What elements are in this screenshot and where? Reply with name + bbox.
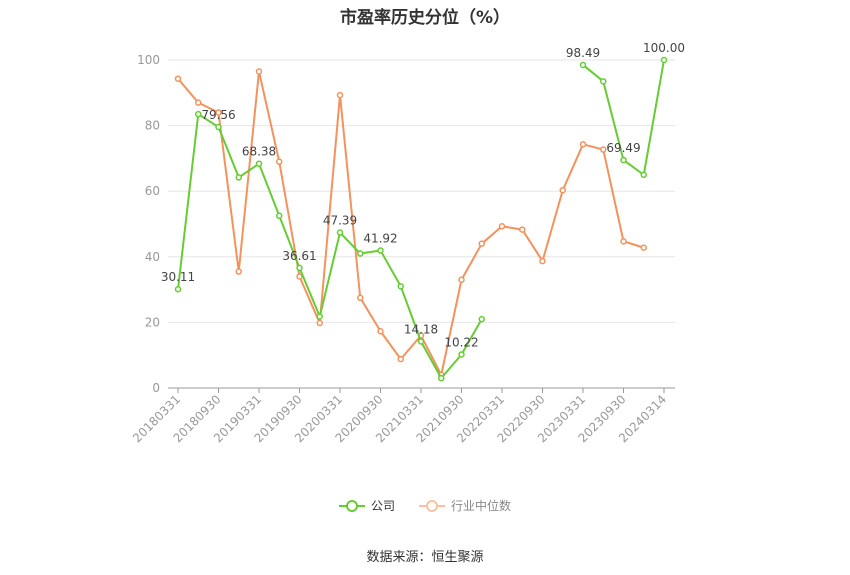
point-industry-median: [336, 91, 344, 99]
legend-item-company[interactable]: 公司: [338, 497, 395, 514]
y-tick-label: 0: [152, 381, 160, 395]
point-industry-median: [397, 355, 404, 363]
point-company: [620, 156, 627, 164]
y-tick-label: 20: [145, 315, 160, 329]
point-industry-median: [195, 99, 202, 106]
point-industry-median: [316, 319, 323, 327]
point-industry-median: [640, 244, 647, 251]
point-industry-median: [458, 276, 465, 284]
data-label-company: 41.92: [363, 232, 397, 246]
y-tick-label: 100: [137, 53, 160, 67]
point-industry-median: [519, 226, 526, 233]
source-note: 数据来源：恒生聚源: [366, 550, 484, 565]
point-company: [417, 338, 425, 345]
y-tick-label: 40: [145, 250, 160, 264]
point-company: [458, 351, 465, 358]
data-label-company: 10.22: [444, 335, 478, 349]
legend-label-company: 公司: [370, 499, 395, 513]
point-company: [397, 283, 404, 290]
data-label-company: 47.39: [323, 214, 357, 228]
point-company: [600, 78, 607, 85]
point-company: [478, 315, 485, 323]
point-company: [215, 123, 222, 131]
point-company: [255, 160, 263, 167]
point-company: [579, 61, 587, 69]
data-label-company: 36.61: [282, 249, 316, 263]
point-industry-median: [539, 257, 546, 265]
y-tick-label: 80: [145, 119, 160, 133]
point-industry-median: [174, 75, 182, 82]
point-industry-median: [276, 158, 283, 165]
point-industry-median: [235, 268, 242, 275]
point-company: [174, 285, 182, 293]
point-company: [336, 229, 344, 236]
point-industry-median: [296, 273, 303, 280]
point-industry-median: [620, 238, 627, 245]
grid-lines: [168, 59, 675, 323]
point-company: [316, 313, 323, 320]
point-company: [660, 56, 668, 64]
legend: 公司 行业中位数: [0, 497, 850, 514]
data-label-company: 98.49: [566, 46, 600, 60]
data-label-company: 68.38: [242, 145, 276, 159]
point-company: [438, 374, 445, 382]
data-label-company: 30.11: [161, 270, 195, 284]
data-label-company: 79.56: [201, 108, 235, 122]
point-company: [357, 250, 364, 257]
point-company: [276, 212, 283, 220]
legend-swatch-industry-median: [419, 499, 445, 513]
point-industry-median: [579, 141, 587, 148]
series-line-industry-median: [177, 70, 645, 376]
point-company: [377, 247, 384, 254]
point-industry-median: [498, 223, 506, 230]
data-label-company: 100.00: [643, 41, 685, 55]
point-company: [296, 264, 303, 272]
point-industry-median: [478, 240, 485, 247]
legend-swatch-company: [338, 499, 365, 513]
point-industry-median: [215, 109, 222, 116]
point-company: [235, 174, 242, 181]
legend-label-industry-median: 行业中位数: [451, 499, 512, 513]
legend-item-industry-median[interactable]: 行业中位数: [419, 497, 511, 514]
data-label-company: 69.49: [606, 141, 640, 155]
data-labels: 30.11 79.56 68.38 36.61 47.39 41.92 14.18 10.22…: [161, 41, 685, 349]
series-line-company: [177, 113, 483, 380]
point-industry-median: [357, 294, 364, 302]
data-label-company: 14.18: [404, 322, 438, 336]
point-industry-median: [559, 186, 566, 194]
point-industry-median: [377, 328, 384, 335]
point-company: [640, 171, 647, 179]
point-company: [195, 110, 202, 118]
chart-title: 市盈率历史分位（%）: [339, 8, 511, 28]
point-industry-median: [600, 146, 607, 153]
series-lines: [174, 56, 668, 382]
point-industry-median: [255, 68, 263, 75]
y-tick-label: 60: [145, 184, 160, 198]
